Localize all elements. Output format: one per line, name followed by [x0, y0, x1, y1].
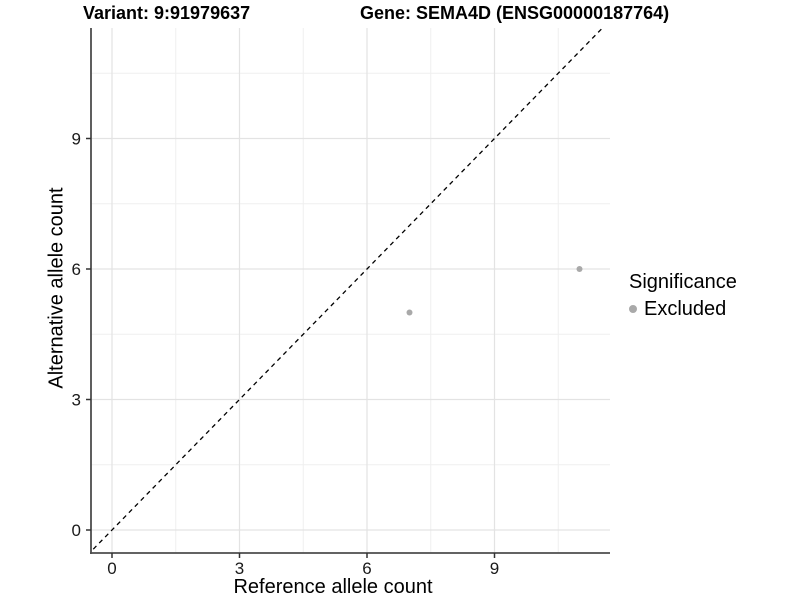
data-point — [576, 266, 583, 272]
y-tick-label: 9 — [72, 130, 81, 149]
legend-item-excluded: Excluded — [629, 297, 737, 321]
data-point — [406, 309, 413, 316]
legend-title: Significance — [629, 271, 737, 293]
legend: Significance Excluded — [629, 271, 737, 321]
x-tick-label: 9 — [490, 559, 499, 578]
x-tick-label: 3 — [235, 559, 244, 578]
legend-item-label: Excluded — [644, 297, 727, 320]
y-axis-label: Alternative allele count — [45, 187, 68, 389]
x-tick-label: 6 — [362, 559, 371, 578]
plot-title-variant: Variant: 9:91979637 — [83, 3, 251, 23]
identity-dashed-line — [91, 28, 604, 553]
excluded-point-icon — [629, 305, 637, 313]
x-tick-label: 0 — [107, 559, 116, 578]
y-tick-label: 0 — [72, 521, 81, 540]
y-tick-label: 6 — [72, 260, 81, 279]
plot-title-gene: Gene: SEMA4D (ENSG00000187764) — [360, 3, 670, 23]
y-tick-label: 3 — [72, 391, 81, 410]
x-axis-label: Reference allele count — [233, 576, 433, 598]
